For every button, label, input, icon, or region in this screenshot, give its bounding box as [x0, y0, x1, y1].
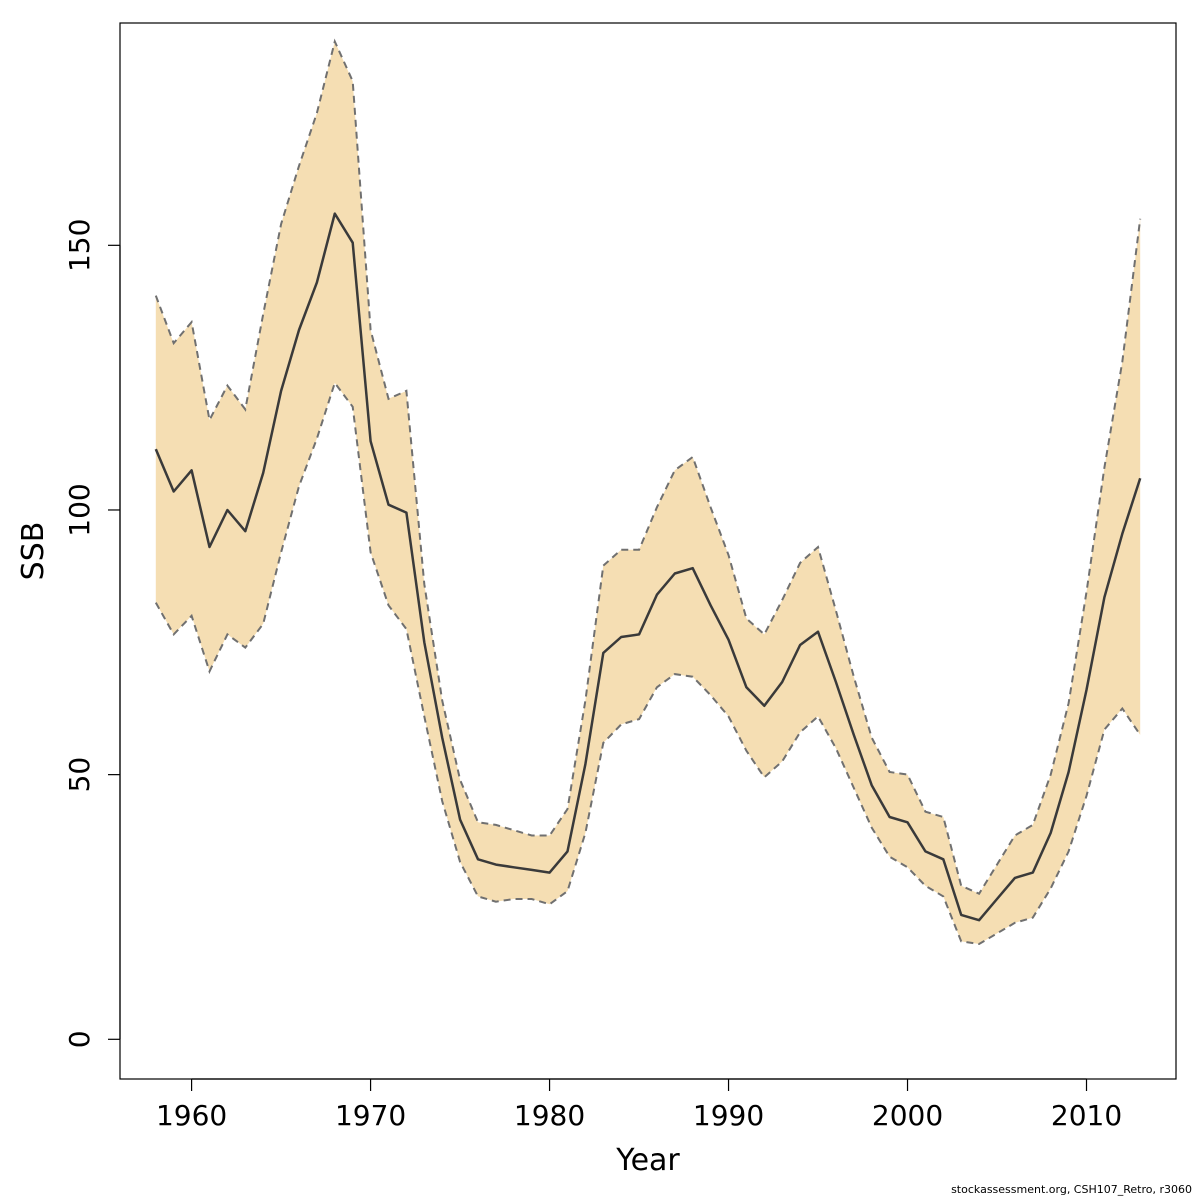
x-tick-label: 1960	[156, 1099, 227, 1132]
x-tick-label: 2000	[872, 1099, 943, 1132]
upper-bound-line	[154, 38, 1142, 895]
y-tick-label: 100	[63, 483, 96, 536]
x-axis-title: Year	[615, 1143, 680, 1178]
y-axis: 0 50 100 150	[63, 219, 121, 1048]
y-tick-label: 150	[63, 219, 96, 272]
x-tick-label: 1990	[693, 1099, 764, 1132]
ssb-estimate-line	[154, 212, 1142, 922]
x-tick-label: 1970	[335, 1099, 406, 1132]
x-tick-label: 2010	[1051, 1099, 1122, 1132]
y-axis-title: SSB	[16, 522, 51, 581]
x-tick-label: 1980	[514, 1099, 585, 1132]
footer-credit: stockassessment.org, CSH107_Retro, r3060	[951, 1183, 1192, 1196]
x-axis: 1960 1970 1980 1990 2000 2010	[156, 1078, 1122, 1132]
y-tick-label: 50	[63, 757, 96, 793]
plot-area	[154, 38, 1142, 946]
y-tick-label: 0	[63, 1030, 96, 1048]
